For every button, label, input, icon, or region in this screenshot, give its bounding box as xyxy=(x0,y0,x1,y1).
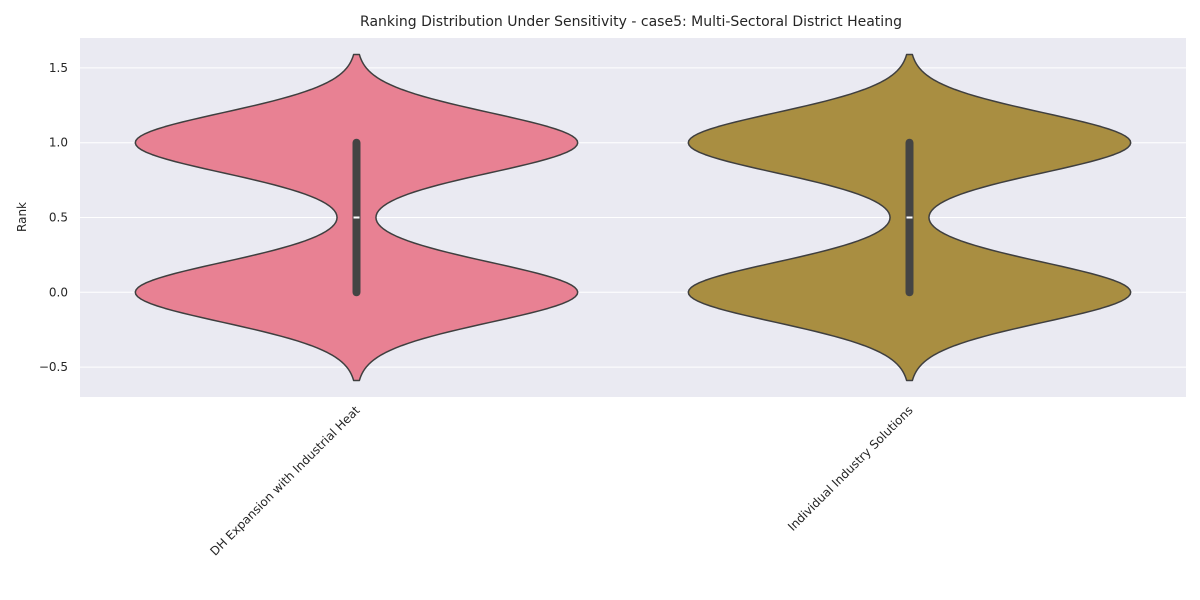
y-tick-label: 1.5 xyxy=(49,61,68,75)
y-tick-label: 0.0 xyxy=(49,285,68,299)
x-tick-label: DH Expansion with Industrial Heat xyxy=(207,403,362,558)
violins xyxy=(134,53,1132,382)
y-tick-label: −0.5 xyxy=(39,360,68,374)
x-tick-label: Individual Industry Solutions xyxy=(785,403,916,534)
chart-title: Ranking Distribution Under Sensitivity -… xyxy=(360,14,902,30)
y-tick-label: 0.5 xyxy=(49,211,68,225)
y-axis-label: Rank xyxy=(15,202,29,232)
y-tick-label: 1.0 xyxy=(49,136,68,150)
x-axis-ticks: DH Expansion with Industrial Heat Individ… xyxy=(207,403,915,558)
y-axis-ticks: −0.5 0.0 0.5 1.0 1.5 xyxy=(39,61,68,374)
